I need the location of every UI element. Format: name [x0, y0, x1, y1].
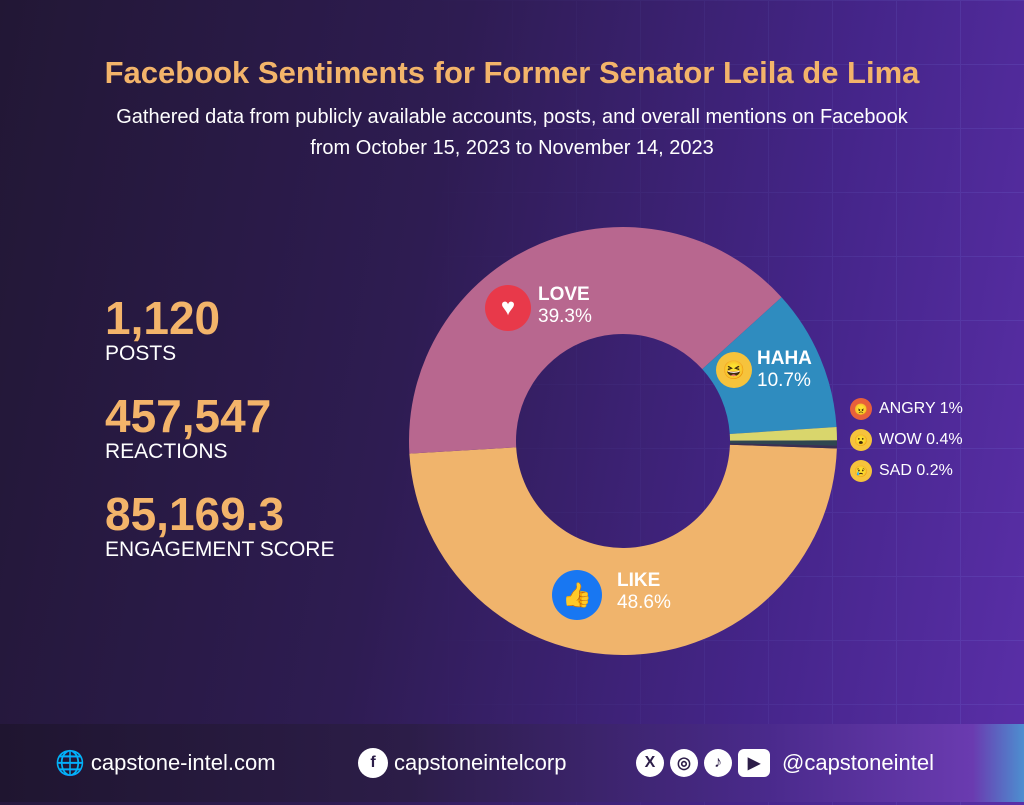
- haha-label: HAHA 10.7%: [757, 348, 812, 391]
- stat-label: REACTIONS: [105, 440, 228, 463]
- legend-wow: 😮 WOW 0.4%: [850, 429, 963, 451]
- globe-icon: 🌐: [55, 749, 85, 777]
- slice-angry: [729, 427, 837, 441]
- stat-value: 1,120: [105, 292, 221, 344]
- haha-emoji-icon: 😆: [716, 352, 752, 388]
- social-handle[interactable]: @capstoneintel: [782, 750, 934, 775]
- slice-wow: [729, 440, 837, 446]
- legend-text: SAD 0.2%: [879, 462, 953, 479]
- stat-engagement: 85,169.3 ENGAGEMENT SCORE: [105, 491, 334, 563]
- subtitle-line-2: from October 15, 2023 to November 14, 20…: [310, 137, 714, 159]
- stat-label: ENGAGEMENT SCORE: [105, 538, 335, 561]
- love-emoji-icon: ♥: [485, 285, 531, 331]
- slice-sad: [729, 443, 837, 449]
- slice-haha: [702, 297, 837, 435]
- subtitle-line-1: Gathered data from publicly available ac…: [116, 106, 908, 128]
- facebook-icon: f: [358, 748, 388, 778]
- page-title: Facebook Sentiments for Former Senator L…: [104, 55, 920, 90]
- angry-emoji-icon: 😠: [850, 398, 872, 420]
- subtitle: Gathered data from publicly available ac…: [0, 102, 1024, 164]
- legend-angry: 😠 ANGRY 1%: [850, 398, 963, 420]
- footer-website[interactable]: 🌐 capstone-intel.com: [55, 749, 276, 778]
- like-emoji-icon: 👍: [552, 570, 602, 620]
- love-label: LOVE 39.3%: [538, 284, 592, 327]
- wow-emoji-icon: 😮: [850, 429, 872, 451]
- stat-posts: 1,120 POSTS: [105, 295, 220, 367]
- footer-facebook[interactable]: f capstoneintelcorp: [358, 748, 566, 778]
- slice-like: [409, 444, 837, 655]
- like-label: LIKE 48.6%: [617, 570, 671, 613]
- stat-value: 457,547: [105, 390, 272, 442]
- instagram-icon[interactable]: ◎: [670, 749, 698, 777]
- legend-text: WOW 0.4%: [879, 431, 963, 448]
- youtube-icon[interactable]: ▶: [738, 749, 770, 777]
- tiktok-icon[interactable]: ♪: [704, 749, 732, 777]
- stat-value: 85,169.3: [105, 488, 285, 540]
- footer-socials: X ◎ ♪ ▶ @capstoneintel: [636, 749, 934, 777]
- facebook-link[interactable]: capstoneintelcorp: [394, 750, 567, 775]
- footer: 🌐 capstone-intel.com f capstoneintelcorp X…: [0, 724, 1024, 802]
- website-link[interactable]: capstone-intel.com: [90, 750, 276, 775]
- legend-sad: 😢 SAD 0.2%: [850, 460, 953, 482]
- sad-emoji-icon: 😢: [850, 460, 872, 482]
- legend-text: ANGRY 1%: [879, 400, 963, 417]
- x-icon[interactable]: X: [636, 749, 664, 777]
- stat-reactions: 457,547 REACTIONS: [105, 393, 271, 465]
- stat-label: POSTS: [105, 342, 177, 365]
- slice-love: [409, 227, 782, 454]
